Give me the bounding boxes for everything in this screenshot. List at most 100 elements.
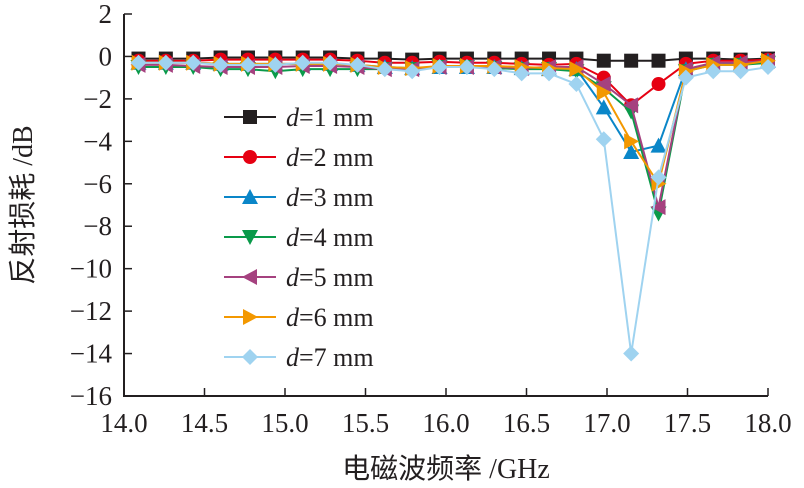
legend: d=1 mmd=2 mmd=3 mmd=4 mmd=5 mmd=6 mmd=7 … [224,103,374,372]
y-tick-label: −6 [83,169,112,199]
x-tick-label: 14.0 [100,408,147,438]
data-point [596,53,611,68]
data-point [760,59,776,76]
x-tick-label: 18.0 [744,408,791,438]
series-line [138,59,769,208]
legend-marker [242,189,258,204]
legend-marker [243,110,257,124]
data-point [376,61,393,78]
plot-area [130,50,776,362]
legend-value: =2 mm [299,143,374,172]
data-point [130,54,147,71]
data-point [705,63,722,80]
legend-label: d=6 mm [286,303,374,332]
legend-label: d=2 mm [286,143,374,172]
legend-value: =7 mm [299,343,374,372]
legend-value: =6 mm [299,303,374,332]
y-tick-label: 2 [99,0,113,29]
legend-value: =1 mm [299,103,374,132]
data-point [239,56,256,73]
legend-label: d=7 mm [286,343,374,372]
y-tick-label: −8 [83,211,112,241]
data-point [185,54,202,71]
legend-var: d [286,103,300,132]
y-tick-label: −12 [70,296,112,326]
data-point [541,65,558,82]
legend-var: d [286,263,300,292]
data-point [651,53,666,68]
legend-marker [242,269,257,285]
legend-entry: d=4 mm [224,223,374,252]
data-point [322,54,339,71]
series-7 [130,54,776,362]
data-point [624,133,640,150]
y-tick-label: −10 [70,254,112,284]
data-point [569,61,585,78]
x-tick-label: 16.0 [422,408,469,438]
data-point [486,61,503,78]
legend-label: d=1 mm [286,103,374,132]
data-point [677,69,694,86]
legend-var: d [286,343,300,372]
y-tick-label: 0 [99,41,113,71]
legend-label: d=4 mm [286,223,374,252]
data-point [650,199,666,216]
legend-entry: d=2 mm [224,143,374,172]
legend-value: =5 mm [299,263,374,292]
legend-marker [243,309,258,325]
y-tick-label: −14 [70,339,113,369]
data-point [596,84,612,101]
legend-var: d [286,303,300,332]
y-axis-label: 反射损耗 /dB [7,125,39,284]
data-point [650,137,667,153]
legend-var: d [286,183,300,212]
data-point [595,131,612,148]
data-point [623,345,640,362]
legend-entry: d=1 mm [224,103,374,132]
data-point [623,97,639,114]
x-axis-label: 电磁波频率 /GHz [342,453,550,485]
legend-entry: d=7 mm [224,343,374,372]
data-point [650,169,667,186]
legend-marker [243,150,257,164]
x-tick-label: 17.5 [664,408,711,438]
y-tick-label: −2 [83,84,112,114]
legend-entry: d=5 mm [224,263,374,292]
x-tick-label: 15.0 [261,408,308,438]
series-line [138,61,769,214]
data-point [732,63,749,80]
series-5 [130,52,775,216]
series-6 [131,52,776,192]
x-tick-label: 16.5 [503,408,550,438]
data-point [458,59,475,76]
data-point [431,59,448,76]
data-point [404,63,421,80]
y-tick-label: −16 [70,381,112,411]
data-point [595,99,612,115]
data-point [623,143,640,159]
data-point [568,76,585,93]
x-tick-label: 14.5 [181,408,228,438]
data-point [651,77,666,92]
data-point [294,54,311,71]
legend-value: =3 mm [299,183,374,212]
legend-label: d=3 mm [286,183,374,212]
legend-marker [242,230,258,245]
legend-entry: d=3 mm [224,183,374,212]
data-point [513,65,530,82]
data-point [157,54,174,71]
legend-value: =4 mm [299,223,374,252]
data-point [267,56,284,73]
data-point [349,56,366,73]
y-tick-label: −4 [83,126,112,156]
legend-label: d=5 mm [286,263,374,292]
legend-var: d [286,143,300,172]
legend-entry: d=6 mm [224,303,374,332]
x-tick-label: 15.5 [342,408,389,438]
legend-var: d [286,223,300,252]
data-point [212,56,229,73]
data-point [624,53,639,68]
legend-marker [242,349,258,365]
